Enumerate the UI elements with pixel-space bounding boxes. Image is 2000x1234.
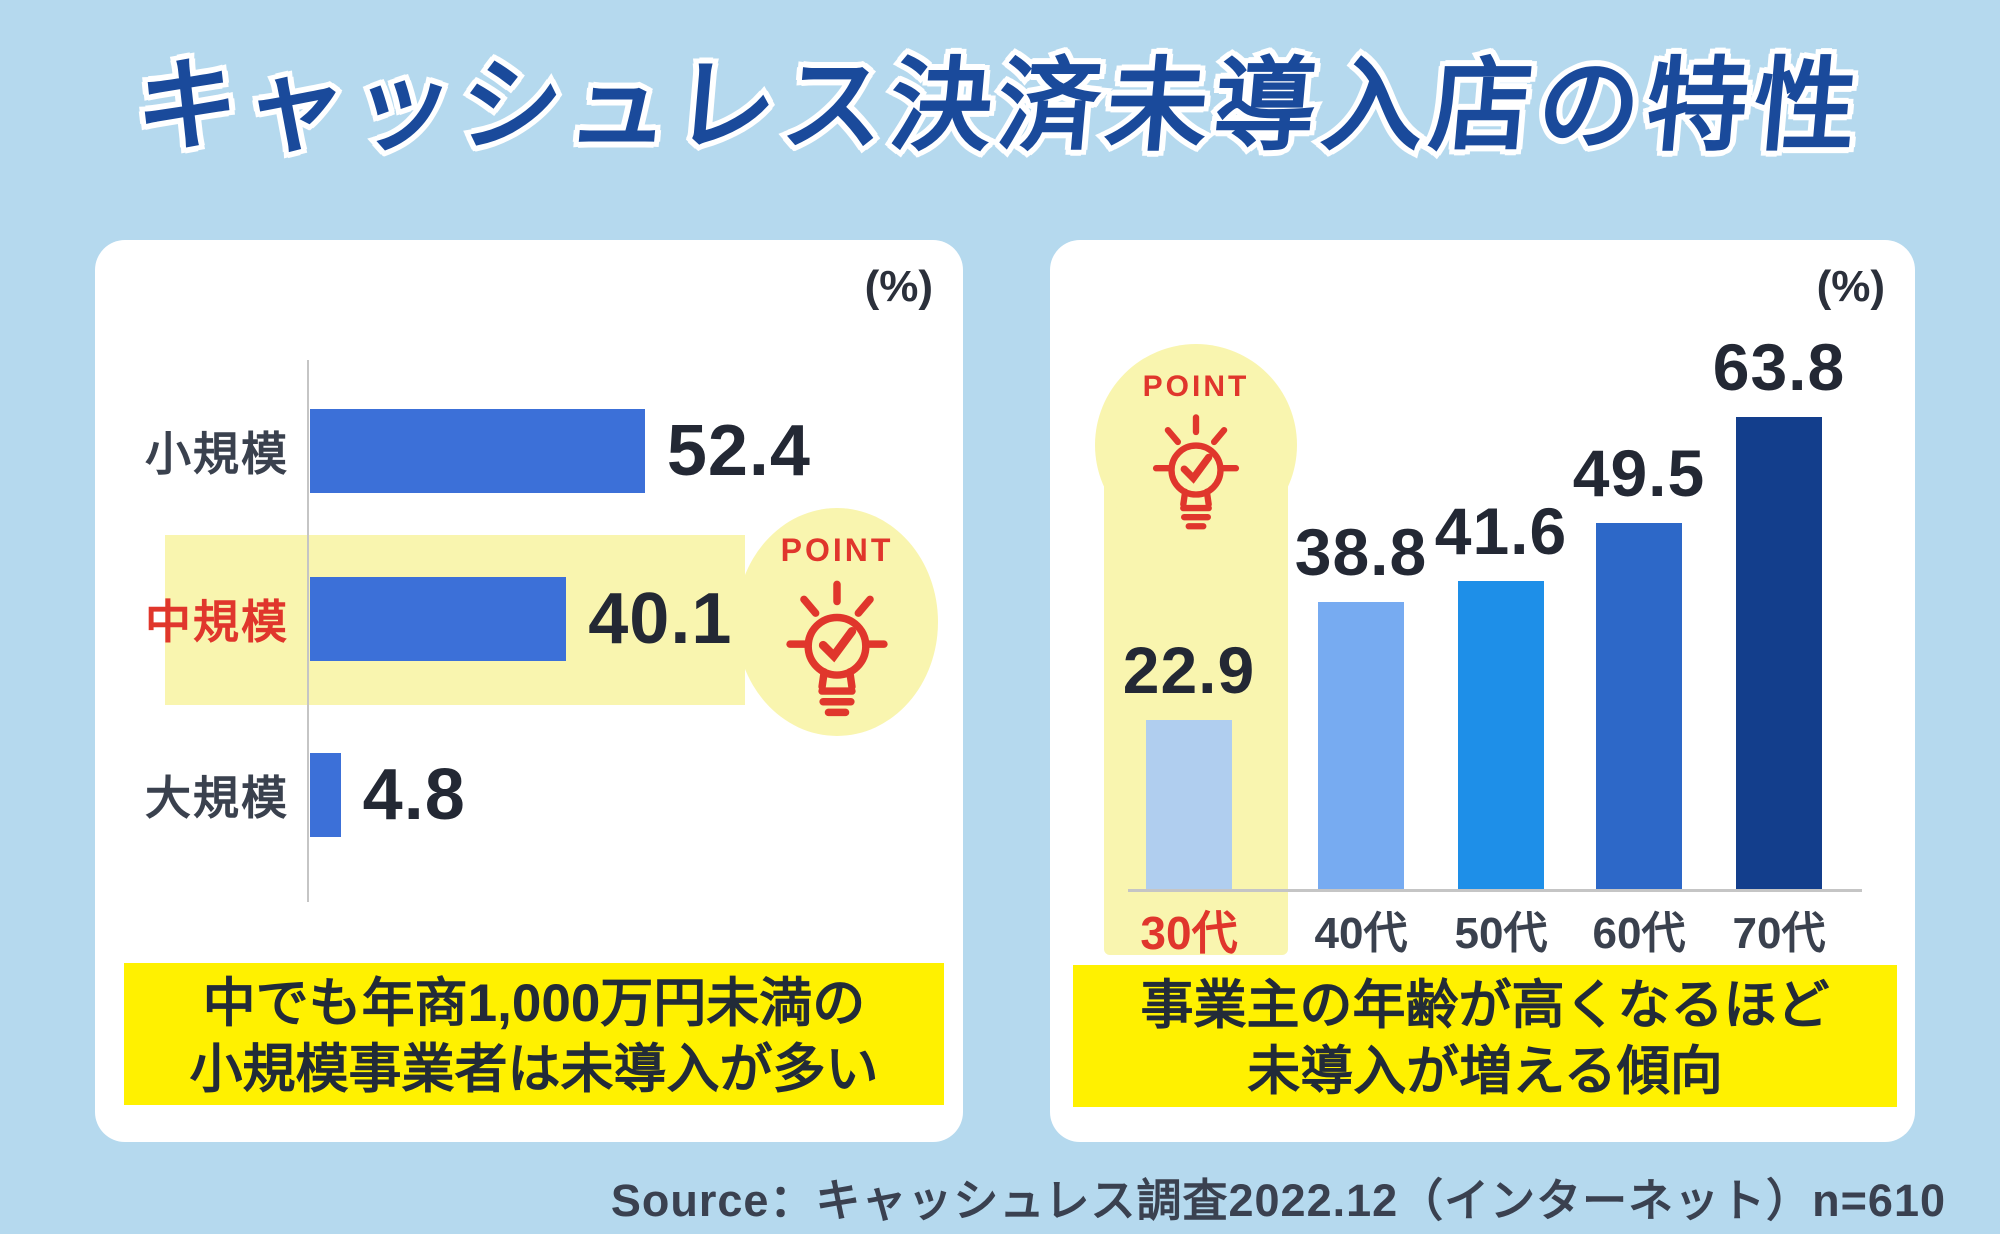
bar-small xyxy=(310,409,645,493)
column-40s: 38.8 xyxy=(1286,514,1436,889)
right-callout-line1: 事業主の年齢が高くなるほど xyxy=(1140,976,1830,1035)
left-chart-card: (%) 小規模 中規模 大規模 52.4 40.1 4.8 POINT xyxy=(95,240,963,1142)
column-30s-value: 22.9 xyxy=(1122,632,1256,707)
bar-row-medium: 40.1 xyxy=(310,577,732,661)
right-unit-label: (%) xyxy=(1816,262,1885,311)
left-callout: 中でも年商1,000万円未満の 小規模事業者は未導入が多い xyxy=(124,963,944,1105)
left-category-label-large: 大規模 xyxy=(145,772,289,824)
left-unit-label: (%) xyxy=(864,262,933,311)
right-x-axis-line xyxy=(1128,889,1862,892)
bar-row-large: 4.8 xyxy=(310,753,466,837)
bar-medium xyxy=(310,577,567,661)
bar-row-small: 52.4 xyxy=(310,409,811,493)
x-label-40s: 40代 xyxy=(1314,909,1408,958)
column-30s: 22.9 xyxy=(1114,632,1264,889)
left-point-label: POINT xyxy=(780,532,894,568)
left-callout-line2: 小規模事業者は未導入が多い xyxy=(189,1040,879,1099)
left-category-label-medium: 中規模 xyxy=(145,596,289,648)
bar-40s xyxy=(1318,601,1404,889)
point-lightbulb-icon xyxy=(786,580,888,717)
bar-medium-value: 40.1 xyxy=(588,579,733,659)
column-50s: 41.6 xyxy=(1426,493,1576,889)
x-label-30s: 30代 xyxy=(1140,907,1238,959)
column-60s-value: 49.5 xyxy=(1572,435,1706,510)
column-40s-value: 38.8 xyxy=(1294,514,1428,589)
page-title: キャッシュレス決済未導入店の特性 xyxy=(126,44,1872,168)
column-70s: 63.8 xyxy=(1704,329,1854,889)
point-lightbulb-icon xyxy=(1152,414,1240,530)
bar-50s xyxy=(1458,581,1544,889)
right-callout: 事業主の年齢が高くなるほど 未導入が増える傾向 xyxy=(1073,965,1897,1107)
left-category-label-small: 小規模 xyxy=(145,428,289,480)
column-50s-value: 41.6 xyxy=(1434,494,1568,569)
x-label-50s: 50代 xyxy=(1454,909,1548,958)
bar-70s xyxy=(1736,416,1822,889)
bar-30s xyxy=(1146,719,1232,889)
bar-large xyxy=(310,753,341,837)
column-70s-value: 63.8 xyxy=(1712,329,1846,404)
right-chart-card: (%) POINT 22.9 38.8 41.6 xyxy=(1050,240,1915,1142)
left-callout-line1: 中でも年商1,000万円未満の xyxy=(202,974,866,1033)
x-label-70s: 70代 xyxy=(1732,909,1826,958)
bar-small-value: 52.4 xyxy=(666,411,811,491)
column-60s: 49.5 xyxy=(1564,435,1714,889)
bar-large-value: 4.8 xyxy=(362,755,466,835)
right-point-label: POINT xyxy=(1142,370,1250,403)
source-note: Source：キャッシュレス調査2022.12（インターネット）n=610 xyxy=(610,1175,1946,1226)
x-label-60s: 60代 xyxy=(1592,909,1686,958)
bar-60s xyxy=(1596,522,1682,889)
right-callout-line2: 未導入が増える傾向 xyxy=(1247,1042,1723,1101)
left-y-axis-line xyxy=(307,360,309,902)
